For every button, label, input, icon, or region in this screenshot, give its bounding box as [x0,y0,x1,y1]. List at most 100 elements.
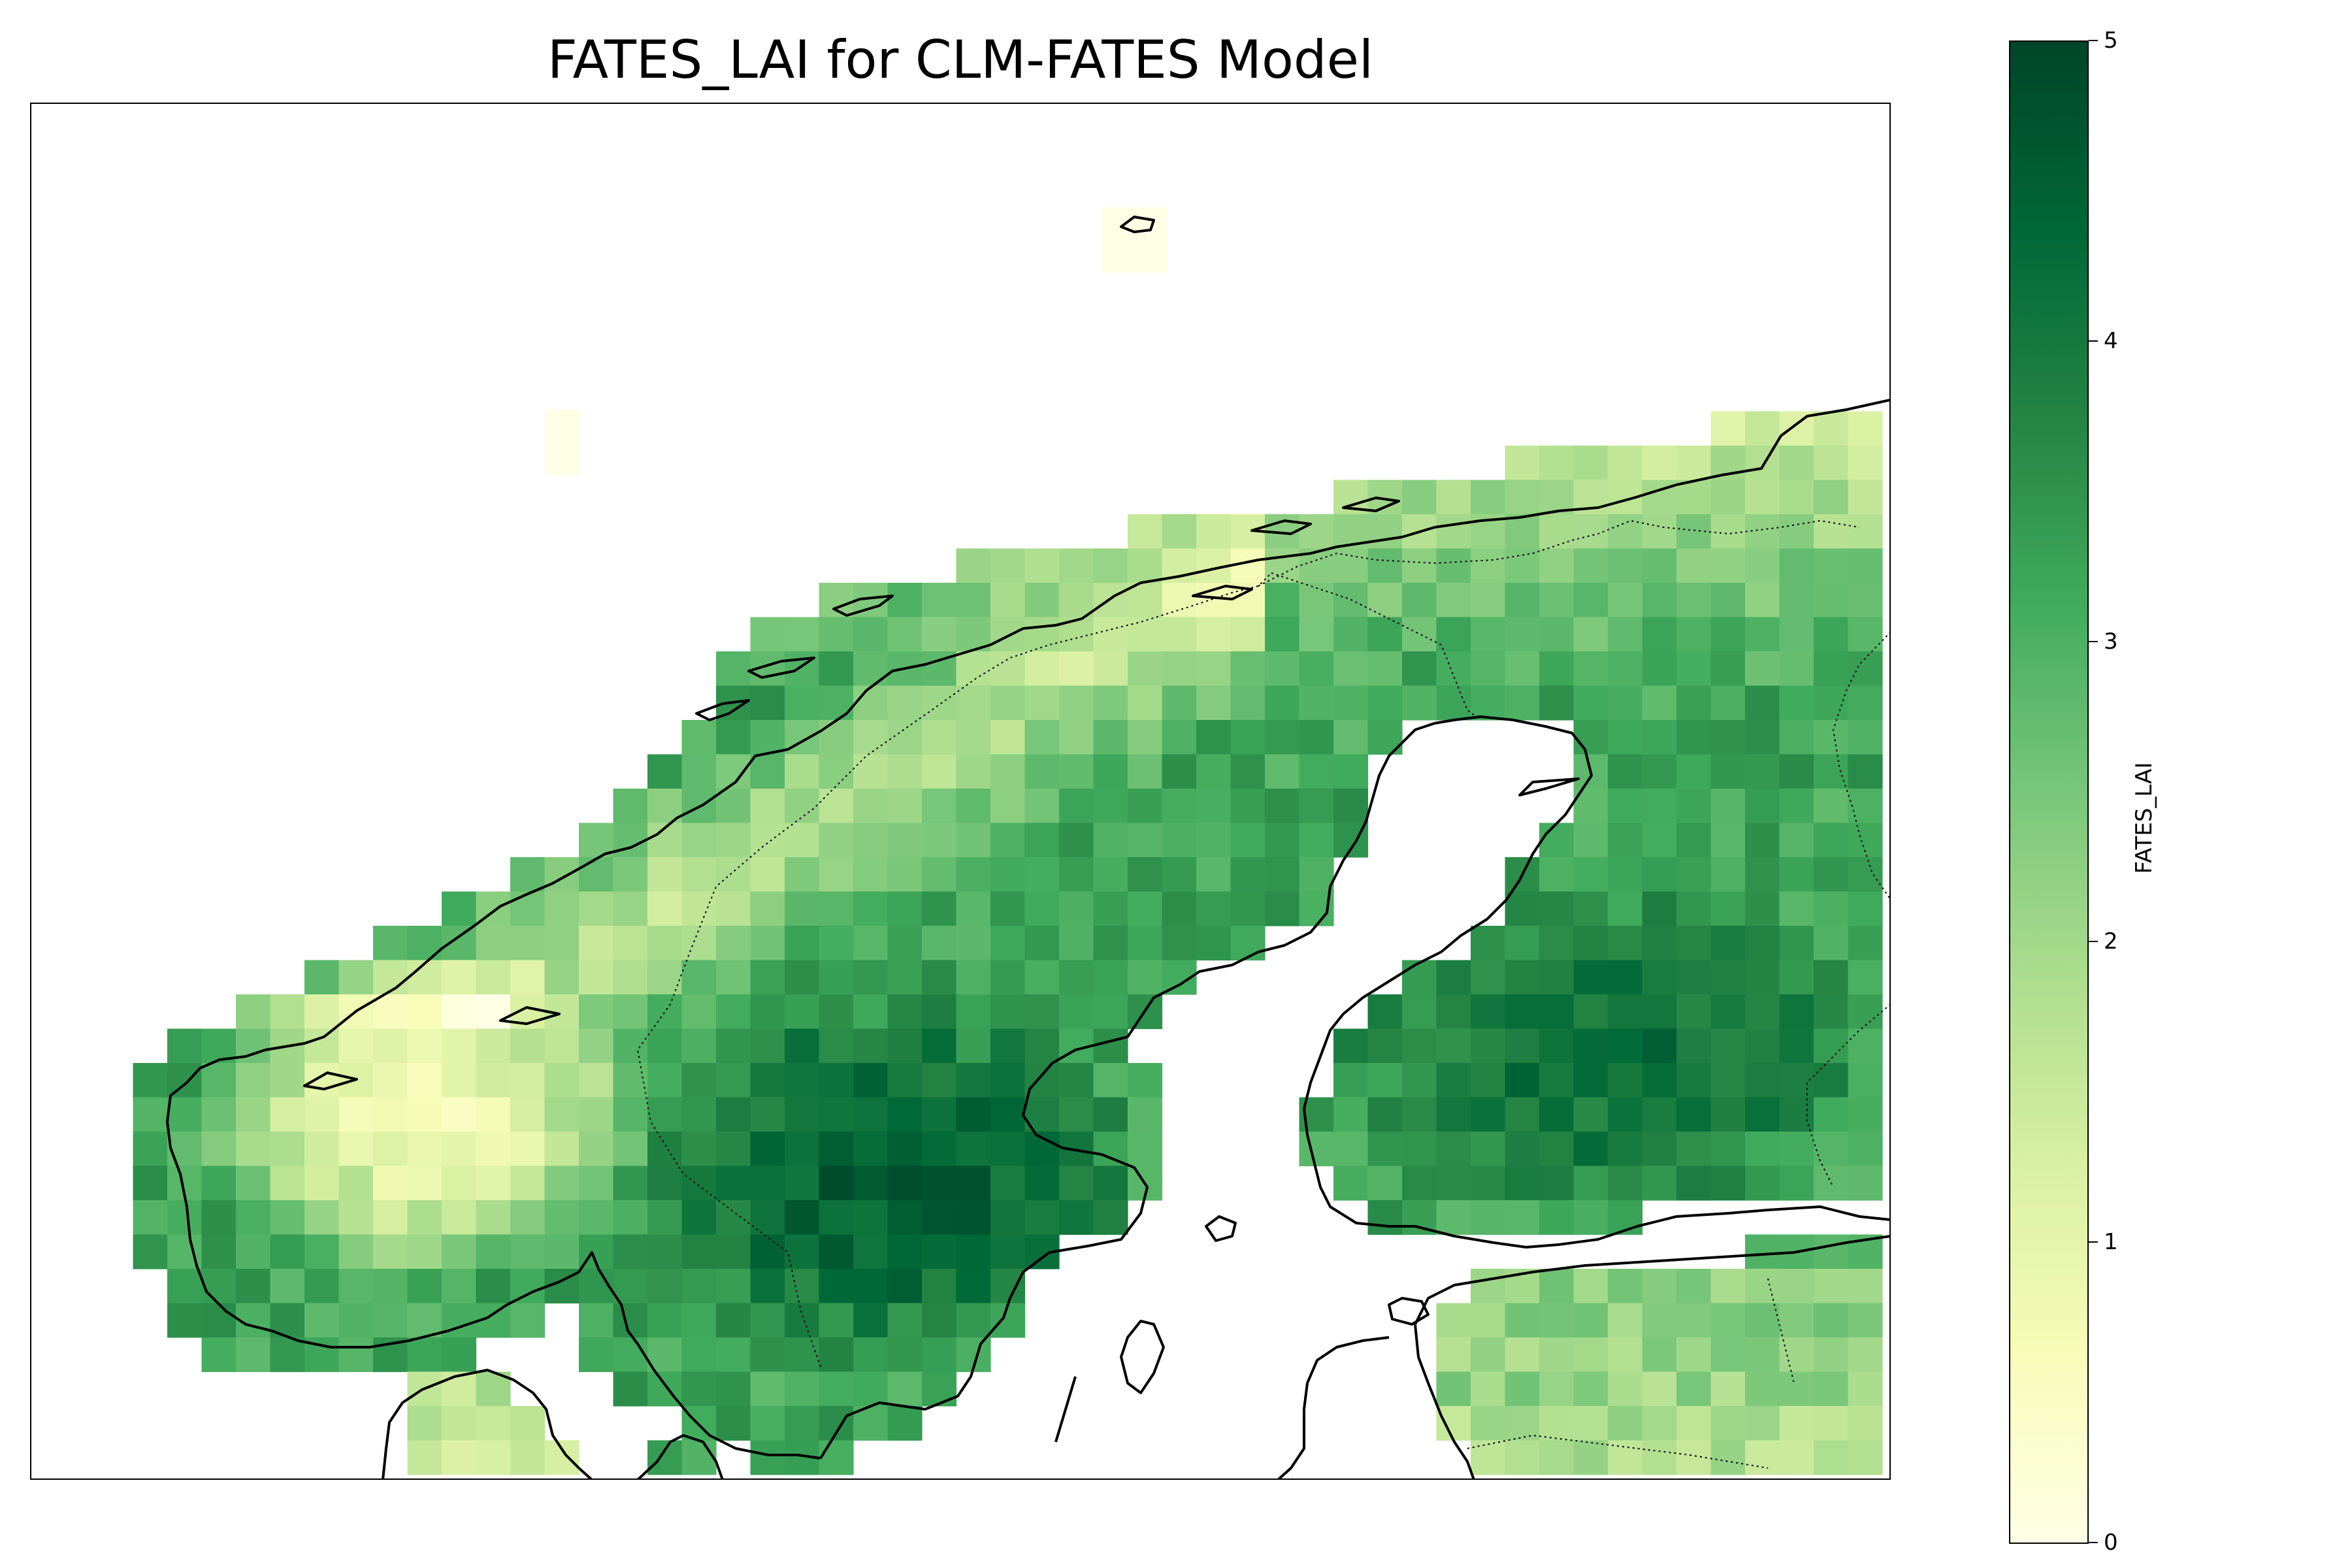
lai-cell [613,1028,648,1064]
lai-cell [270,1269,305,1304]
lai-cell [887,1234,923,1269]
lai-cell [1573,1063,1609,1098]
colorbar-tick [2089,40,2098,41]
lai-cell [1745,617,1780,652]
lai-cell [1745,548,1780,583]
lai-cell [1814,1234,1849,1269]
lai-cell [716,1097,751,1132]
lai-cell [1024,994,1060,1030]
lai-cell [1608,548,1643,583]
lai-cell [1745,1166,1780,1201]
lai-cell [236,1269,271,1304]
colorbar-tick-label: 0 [2104,1529,2118,1556]
lai-cell [1573,1028,1609,1064]
lai-cell [716,1028,751,1064]
lai-cell [1848,514,1883,549]
lai-cell [1265,651,1300,687]
lai-cell [1779,823,1814,858]
lai-cell [750,823,785,858]
border-finland-russia-south [1806,1004,1891,1188]
lai-cell [922,583,957,618]
lai-cell [476,1097,511,1132]
lai-cell [1471,548,1506,583]
lai-cell [716,926,751,961]
lai-cell [681,891,717,926]
lai-cell [750,754,785,789]
lai-cell [1505,651,1540,687]
lai-cell [1059,1097,1094,1132]
lai-cell [546,410,579,475]
lai-cell [1093,1097,1128,1132]
lai-cell [1642,1440,1677,1475]
lai-cell [1024,926,1060,961]
lai-cell [373,1303,408,1338]
lai-cell [1642,548,1677,583]
lai-cell [1779,1028,1814,1064]
lai-cell [1436,548,1471,583]
lai-cell [1573,1132,1609,1167]
lai-cell [922,1063,957,1098]
lai-cell [613,1097,648,1132]
lai-cell [887,754,923,789]
lai-cell [1848,926,1883,961]
lai-cell [750,1440,785,1475]
lai-cell [1265,548,1300,583]
lai-cell [785,1269,820,1304]
lai-cell [1676,583,1712,618]
lai-cell [201,1303,237,1338]
lai-cell [1230,754,1266,789]
lai-cell [1539,583,1575,618]
lai-cell [1848,994,1883,1030]
lai-cell [1814,891,1849,926]
lai-cell [647,1063,683,1098]
lai-cell [1676,651,1712,687]
lai-cell [956,926,991,961]
lai-cell [1676,446,1712,481]
lai-cell [922,1269,957,1304]
lai-cell [819,1440,854,1475]
lai-cell [1128,548,1163,583]
lai-cell [1196,823,1232,858]
lai-cell [990,1063,1026,1098]
lai-cell [1608,1269,1643,1304]
lai-cell [1505,446,1540,481]
lai-cell [1779,651,1814,687]
lai-cell [579,1097,614,1132]
lai-cell [1024,1063,1060,1098]
lai-cell [922,857,957,892]
lai-cell [990,685,1026,721]
lai-cell [887,926,923,961]
lai-cell [1539,1063,1575,1098]
lai-cell [922,720,957,755]
lai-cell [1402,480,1437,515]
lai-cell [990,548,1026,583]
lai-cell [1779,514,1814,549]
lai-cell [956,994,991,1030]
lai-cell [887,994,923,1030]
lai-cell [647,1337,683,1373]
lai-cell [1128,1063,1163,1098]
lai-cell [1608,1406,1643,1441]
lai-cell [579,857,614,892]
lai-cell [1539,1337,1575,1373]
lai-cell [1814,411,1849,446]
coastline-oland [1054,1376,1077,1443]
lai-cell [1710,1166,1746,1201]
lai-cell [442,1063,477,1098]
lai-cell [1710,685,1746,721]
lai-cell [476,1234,511,1269]
lai-cell [1162,583,1197,618]
lai-cell [1230,617,1266,652]
lai-cell [1814,1269,1849,1304]
lai-cell [1745,857,1780,892]
lai-cell [1093,1063,1128,1098]
lai-cell [1539,1303,1575,1338]
lai-cell [853,1269,889,1304]
lai-cell [338,1337,374,1373]
border-finland-russia [1832,631,1891,900]
lai-cell [1436,685,1471,721]
lai-cell [1710,789,1746,824]
lai-cell [1710,720,1746,755]
lai-cell [442,1371,477,1407]
lai-cell [1436,1200,1471,1235]
